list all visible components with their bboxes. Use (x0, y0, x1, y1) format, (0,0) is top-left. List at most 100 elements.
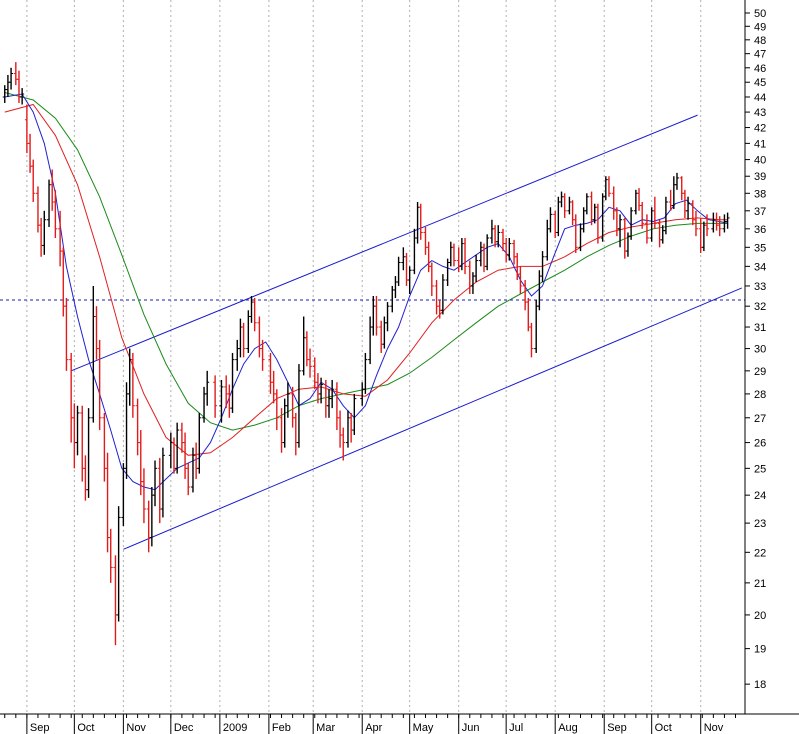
price-bar (175, 422, 180, 474)
price-bar (570, 200, 575, 226)
price-bar (24, 104, 29, 154)
y-tick-label: 25 (754, 463, 766, 475)
price-bar (102, 412, 107, 482)
x-tick-label: May (413, 722, 434, 734)
price-bar (157, 457, 162, 524)
price-bar (548, 207, 553, 233)
price-bar (230, 352, 235, 413)
price-bar (711, 212, 716, 233)
y-tick-label: 37 (754, 206, 766, 218)
price-bar (202, 386, 207, 423)
price-bar (58, 210, 63, 267)
price-bar (584, 193, 589, 215)
price-bar (146, 500, 151, 553)
price-bar (489, 219, 494, 244)
price-bar (197, 412, 202, 474)
price-bar (485, 234, 490, 271)
y-tick-label: 23 (754, 518, 766, 530)
price-bar (540, 251, 545, 282)
trend-channel (70, 114, 743, 550)
price-bar (393, 276, 398, 299)
price-bar (268, 352, 273, 394)
y-tick-label: 27 (754, 413, 766, 425)
price-bar (160, 447, 165, 518)
x-tick-label: Sep (30, 722, 50, 734)
price-bar (426, 241, 431, 273)
vertical-gridlines (26, 0, 702, 714)
price-bar (330, 379, 335, 409)
price-bar (573, 214, 578, 253)
y-tick-label: 20 (754, 610, 766, 622)
price-bar (334, 382, 339, 431)
price-bar (385, 302, 390, 332)
price-bar (308, 348, 313, 378)
price-bar (352, 393, 357, 436)
x-tick-label: Jul (509, 722, 523, 734)
y-tick-label: 34 (754, 261, 766, 273)
y-tick-label: 36 (754, 224, 766, 236)
price-bar (595, 203, 600, 244)
price-bar (50, 169, 55, 211)
price-bar (682, 189, 687, 218)
price-bar (179, 422, 184, 453)
x-tick-label: Jun (462, 722, 480, 734)
price-bar (371, 295, 376, 336)
price-bar (657, 219, 662, 248)
price-bar (257, 316, 262, 358)
price-bar (686, 196, 691, 220)
price-bar (374, 295, 379, 336)
price-bar (97, 339, 102, 431)
price-bar (86, 408, 91, 498)
price-bar (463, 237, 468, 275)
price-bar (42, 210, 47, 255)
price-bar (345, 410, 350, 448)
y-tick-label: 31 (754, 322, 766, 334)
y-tick-label: 44 (754, 92, 766, 104)
price-bar (252, 298, 257, 332)
price-bar (31, 159, 36, 202)
price-bar (20, 88, 25, 105)
price-bar (194, 442, 199, 479)
price-bar (559, 191, 564, 208)
price-bar (39, 217, 44, 257)
price-bar (725, 212, 730, 229)
price-bar (429, 262, 434, 296)
price-bar (205, 370, 210, 406)
price-bar (83, 455, 88, 501)
price-bar (327, 389, 332, 418)
ma-short-line (4, 93, 728, 491)
y-tick-label: 38 (754, 188, 766, 200)
price-bar (138, 430, 143, 496)
price-bar (379, 320, 384, 353)
price-bar (53, 189, 58, 238)
x-tick-label: Aug (558, 722, 578, 734)
price-bar (717, 216, 722, 237)
price-bar (72, 403, 77, 469)
y-tick-label: 21 (754, 578, 766, 590)
x-tick-label: Oct (77, 722, 94, 734)
y-tick-label: 41 (754, 138, 766, 150)
price-bar (293, 412, 298, 456)
price-bar (2, 85, 7, 103)
price-bar (674, 172, 679, 190)
price-bar (186, 463, 191, 496)
y-tick-label: 28 (754, 389, 766, 401)
price-bar (127, 348, 132, 406)
price-bar (614, 207, 619, 237)
price-bar (434, 280, 439, 315)
y-tick-label: 32 (754, 301, 766, 313)
price-bar (304, 331, 309, 367)
price-bar (545, 219, 550, 261)
x-tick-label: Nov (126, 722, 146, 734)
price-bar (13, 62, 18, 86)
price-bar (47, 179, 52, 227)
price-bar (296, 364, 301, 448)
price-bar (504, 237, 509, 263)
price-bar (705, 214, 710, 237)
price-bar (649, 207, 654, 242)
y-tick-label: 48 (754, 35, 766, 47)
moving-averages (4, 92, 728, 491)
channel-lower-line (123, 287, 743, 550)
